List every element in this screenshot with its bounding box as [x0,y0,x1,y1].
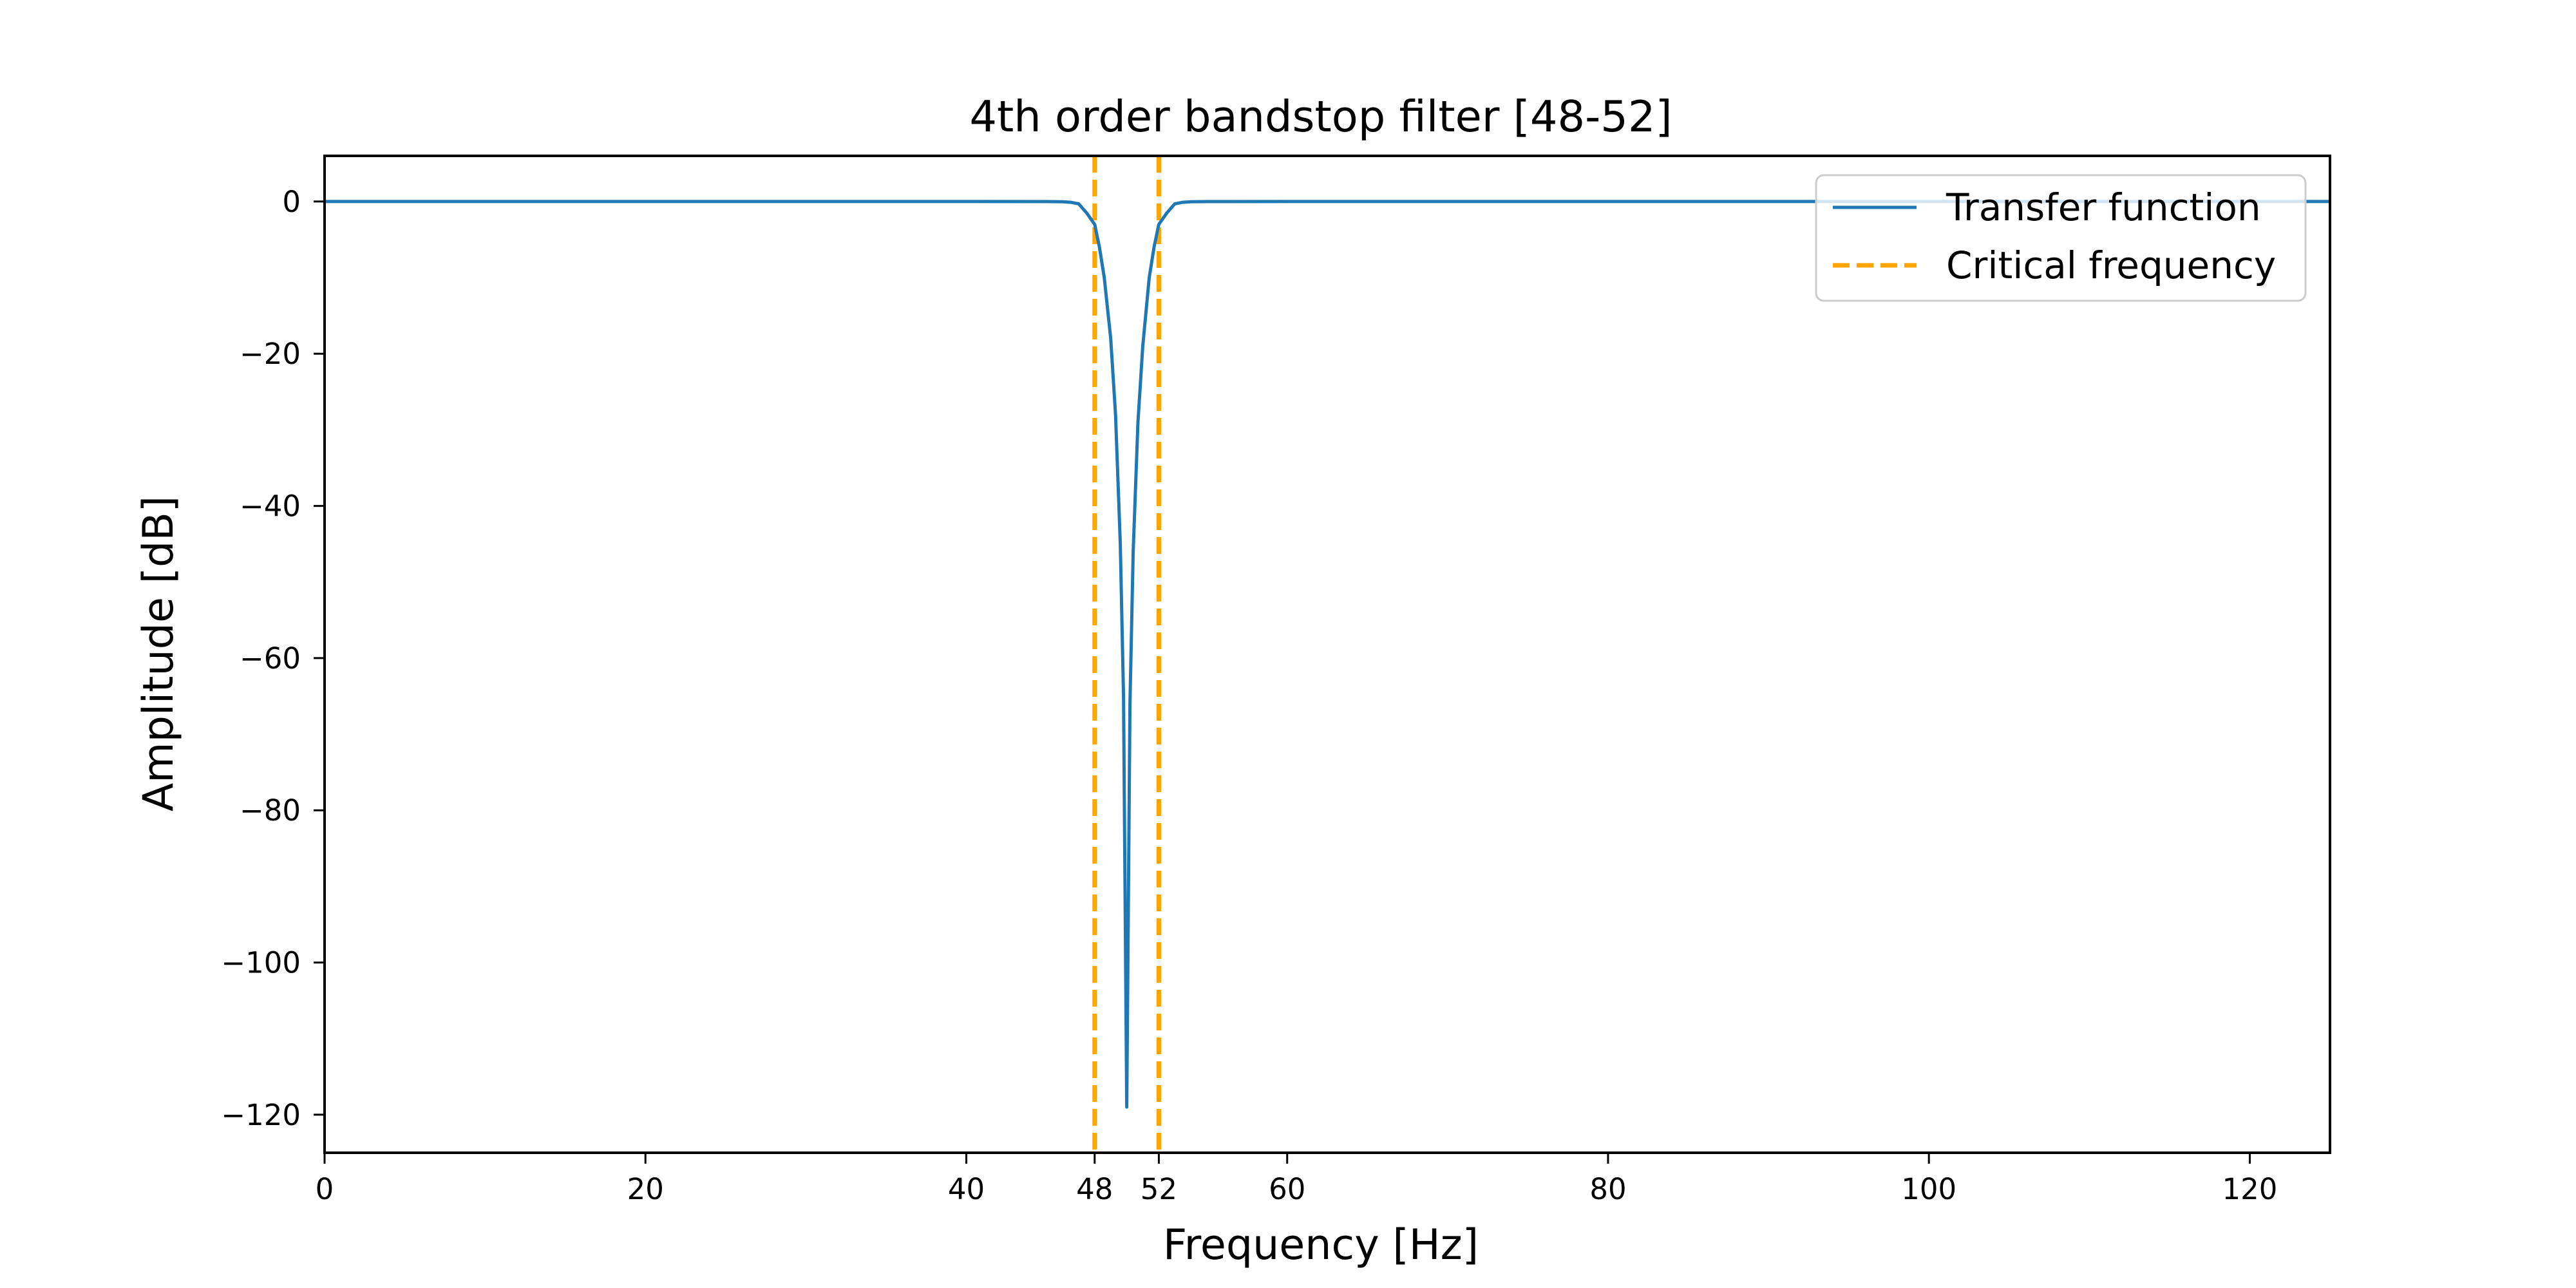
y-tick-label--120: −120 [221,1098,301,1132]
y-tick-label--40: −40 [240,489,301,524]
y-tick-label--80: −80 [240,793,301,828]
x-tick-label-48: 48 [1076,1172,1113,1206]
x-tick-label-80: 80 [1589,1172,1626,1206]
chart-title: 4th order bandstop filter [48-52] [969,91,1672,142]
axes-frame [323,155,2331,1154]
y-tick-label--100: −100 [221,946,301,980]
y-axis-label: Amplitude [dB] [135,496,183,811]
x-tick-label-20: 20 [627,1172,664,1206]
legend-label-transfer-function: Transfer function [1946,185,2261,229]
x-tick-label-40: 40 [948,1172,985,1206]
x-tick-label-0: 0 [316,1172,334,1206]
legend-box [1815,174,2307,302]
x-axis-label: Frequency [Hz] [1163,1221,1479,1269]
transfer-function-line [325,200,2330,1109]
legend-label-critical-frequency: Critical frequency [1946,243,2276,287]
y-tick-label--60: −60 [240,641,301,676]
x-tick-label-120: 120 [2222,1172,2277,1206]
x-axis-ticks: 0 20 40 48 52 60 80 100 120 [316,1153,2277,1206]
y-tick-label--20: −20 [240,337,301,371]
x-tick-label-52: 52 [1141,1172,1177,1206]
y-axis-ticks: 0 −20 −40 −60 −80 −100 −120 [221,185,325,1132]
x-tick-label-100: 100 [1901,1172,1956,1206]
x-tick-label-60: 60 [1269,1172,1305,1206]
y-tick-label-0: 0 [282,185,301,219]
plot-area [325,156,2330,1153]
legend: Transfer function Critical frequency [1815,174,2307,302]
